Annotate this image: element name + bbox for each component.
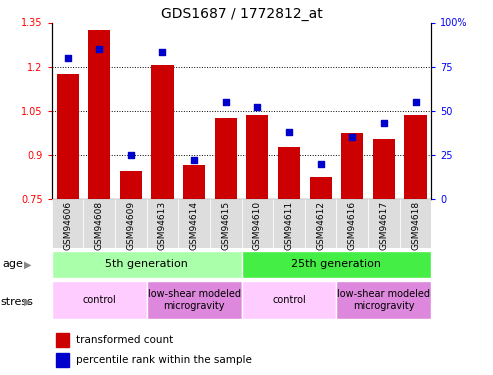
Bar	[147, 281, 242, 319]
Bar	[400, 199, 431, 248]
Bar	[242, 251, 431, 278]
Text: GSM94612: GSM94612	[316, 201, 325, 250]
Bar	[210, 199, 242, 248]
Text: percentile rank within the sample: percentile rank within the sample	[76, 355, 252, 365]
Bar	[56, 353, 69, 367]
Bar	[52, 199, 83, 248]
Text: 5th generation: 5th generation	[105, 260, 188, 269]
Text: low-shear modeled
microgravity: low-shear modeled microgravity	[147, 289, 241, 311]
Point	[285, 129, 293, 135]
Text: low-shear modeled
microgravity: low-shear modeled microgravity	[337, 289, 430, 311]
Text: transformed count: transformed count	[76, 335, 174, 345]
Text: GSM94614: GSM94614	[190, 201, 199, 250]
Point	[380, 120, 388, 126]
Point	[317, 160, 324, 166]
Title: GDS1687 / 1772812_at: GDS1687 / 1772812_at	[161, 8, 322, 21]
Point	[159, 50, 167, 55]
Bar	[83, 199, 115, 248]
Bar	[183, 165, 205, 199]
Point	[64, 55, 71, 61]
Text: age: age	[2, 260, 23, 269]
Text: GSM94611: GSM94611	[284, 201, 293, 250]
Bar	[52, 281, 147, 319]
Text: GSM94615: GSM94615	[221, 201, 230, 250]
Text: control: control	[82, 295, 116, 305]
Bar	[373, 138, 395, 199]
Text: control: control	[272, 295, 306, 305]
Text: GSM94618: GSM94618	[411, 201, 420, 250]
Point	[95, 46, 103, 52]
Text: GSM94613: GSM94613	[158, 201, 167, 250]
Bar	[88, 30, 110, 199]
Bar	[246, 115, 269, 199]
Bar	[52, 251, 242, 278]
Bar	[278, 147, 300, 199]
Point	[222, 99, 230, 105]
Point	[190, 157, 198, 163]
Point	[253, 104, 261, 110]
Bar	[214, 118, 237, 199]
Bar	[151, 65, 174, 199]
Point	[412, 99, 420, 105]
Text: GSM94617: GSM94617	[380, 201, 388, 250]
Bar	[242, 281, 336, 319]
Text: 25th generation: 25th generation	[291, 260, 382, 269]
Bar	[341, 133, 363, 199]
Text: GSM94610: GSM94610	[253, 201, 262, 250]
Bar	[120, 171, 142, 199]
Bar	[273, 199, 305, 248]
Text: ▶: ▶	[24, 260, 31, 269]
Bar	[404, 115, 426, 199]
Bar	[242, 199, 273, 248]
Bar	[147, 199, 178, 248]
Bar	[57, 74, 79, 199]
Bar	[368, 199, 400, 248]
Point	[127, 152, 135, 157]
Text: stress: stress	[0, 297, 34, 307]
Text: GSM94609: GSM94609	[126, 201, 136, 250]
Bar	[336, 199, 368, 248]
Bar	[115, 199, 147, 248]
Bar	[305, 199, 336, 248]
Bar	[56, 333, 69, 346]
Point	[349, 134, 356, 140]
Text: GSM94608: GSM94608	[95, 201, 104, 250]
Bar	[336, 281, 431, 319]
Bar	[178, 199, 210, 248]
Text: GSM94606: GSM94606	[63, 201, 72, 250]
Text: GSM94616: GSM94616	[348, 201, 357, 250]
Text: ▶: ▶	[24, 297, 31, 307]
Bar	[310, 177, 332, 199]
